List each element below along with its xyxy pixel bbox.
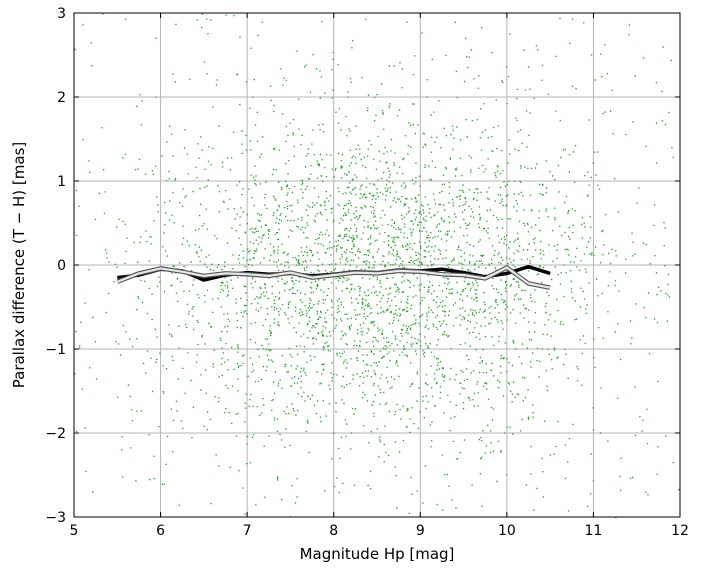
x-tick-label: 9 — [416, 523, 425, 539]
x-tick-label: 10 — [498, 523, 516, 539]
x-tick-label: 12 — [671, 523, 689, 539]
y-tick-label: −3 — [45, 510, 66, 526]
x-tick-label: 8 — [329, 523, 338, 539]
x-tick-label: 11 — [585, 523, 603, 539]
y-tick-label: −2 — [45, 426, 66, 442]
y-tick-label: 1 — [57, 174, 66, 190]
y-tick-label: −1 — [45, 342, 66, 358]
y-tick-label: 0 — [57, 258, 66, 274]
series-line — [116, 266, 551, 289]
x-tick-label: 7 — [243, 523, 252, 539]
grid — [74, 13, 680, 517]
x-tick-label: 5 — [70, 523, 79, 539]
x-tick-label: 6 — [156, 523, 165, 539]
series-lines — [116, 264, 551, 290]
x-axis-label: Magnitude Hp [mag] — [300, 545, 455, 563]
y-axis-label: Parallax difference (T − H) [mas] — [10, 142, 28, 389]
y-tick-label: 2 — [57, 90, 66, 106]
y-tick-label: 3 — [57, 6, 66, 22]
